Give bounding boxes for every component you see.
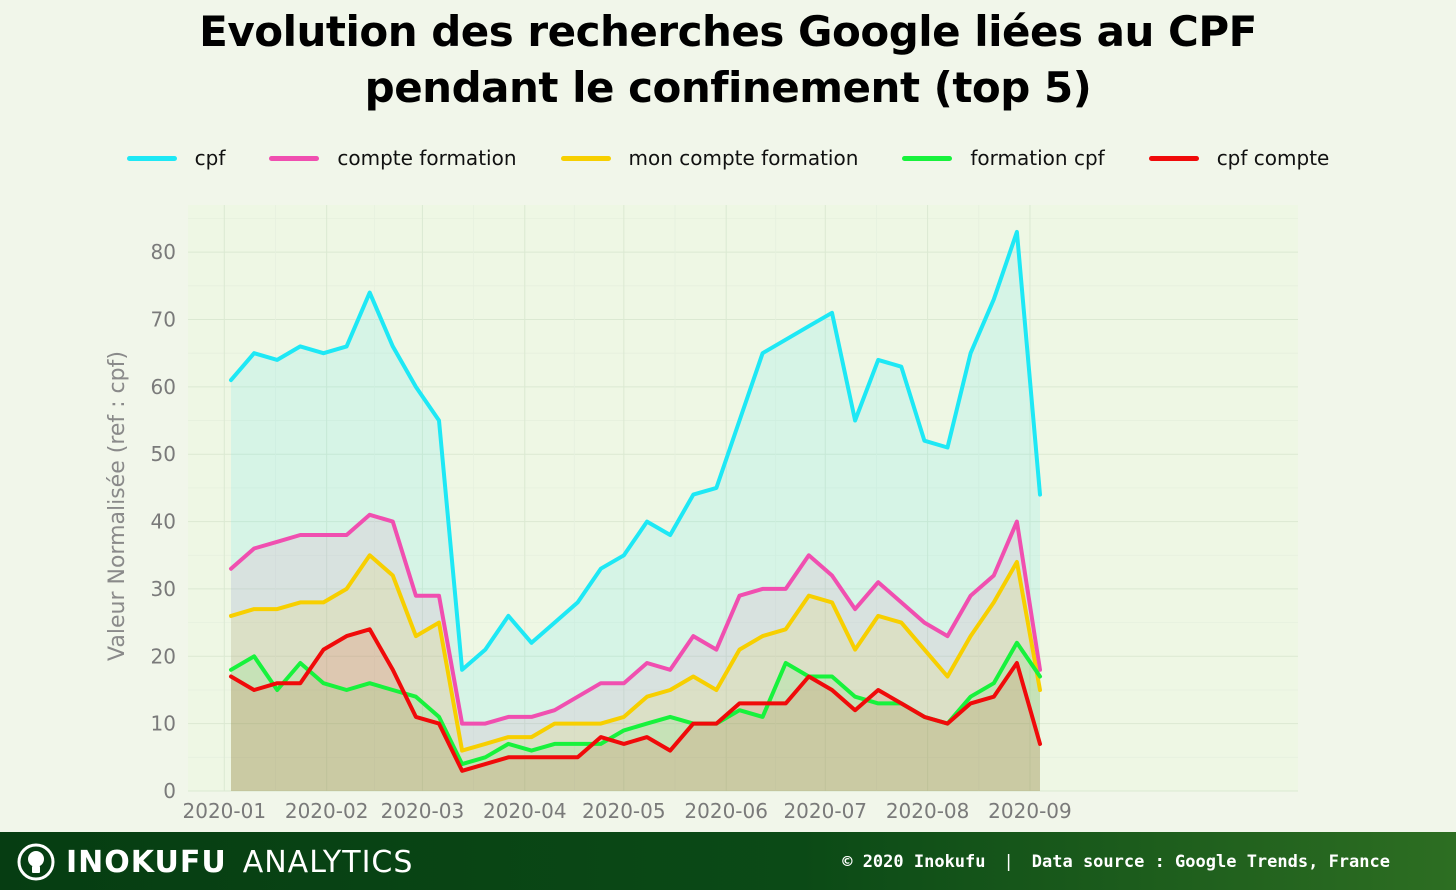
legend-swatch bbox=[560, 155, 611, 161]
data-source-text: Data source : Google Trends, France bbox=[1031, 852, 1390, 872]
line-compte_formation bbox=[229, 512, 1042, 726]
area-cpf bbox=[231, 231, 1040, 791]
brand-subtitle: ANALYTICS bbox=[242, 844, 414, 880]
x-tick-label: 2020-01 bbox=[183, 799, 267, 823]
lightbulb-icon bbox=[17, 843, 55, 881]
y-axis-label: Valeur Normalisée (ref : cpf) bbox=[105, 351, 130, 661]
x-tick-label: 2020-03 bbox=[381, 799, 465, 823]
legend-label: cpf compte bbox=[1216, 146, 1330, 170]
legend-item-mon_compte_formation: mon compte formation bbox=[560, 146, 859, 170]
y-tick-label: 30 bbox=[151, 577, 176, 601]
x-tick-label: 2020-09 bbox=[988, 799, 1072, 823]
series-lines bbox=[229, 229, 1042, 773]
area-formation_cpf bbox=[231, 642, 1040, 791]
chart-title-line-1: Evolution des recherches Google liées au… bbox=[199, 7, 1257, 56]
line-cpf_compte bbox=[229, 627, 1042, 773]
x-tick-label: 2020-04 bbox=[483, 799, 567, 823]
legend-swatch bbox=[902, 155, 953, 161]
legend-swatch bbox=[126, 155, 177, 161]
legend-item-formation_cpf: formation cpf bbox=[902, 146, 1105, 170]
legend-label: compte formation bbox=[337, 146, 517, 170]
y-tick-label: 60 bbox=[151, 375, 176, 399]
y-tick-label: 10 bbox=[151, 712, 176, 736]
chart-title: Evolution des recherches Google liées au… bbox=[0, 4, 1456, 116]
x-tick-label: 2020-05 bbox=[582, 799, 666, 823]
y-tick-label: 50 bbox=[151, 442, 176, 466]
area-cpf_compte bbox=[231, 629, 1040, 791]
y-tick-label: 0 bbox=[163, 779, 176, 803]
legend-swatch bbox=[1148, 155, 1199, 161]
line-cpf bbox=[229, 229, 1042, 672]
x-tick-label: 2020-02 bbox=[285, 799, 369, 823]
chart-legend: cpf compte formation mon compte formation f… bbox=[0, 146, 1456, 170]
legend-label: cpf bbox=[194, 146, 226, 170]
brand-logo: INOKUFU ANALYTICS bbox=[16, 842, 413, 882]
credits-separator: | bbox=[1003, 852, 1014, 872]
y-tick-label: 20 bbox=[151, 644, 176, 668]
x-axis: 2020-01 2020-02 2020-03 2020-04 2020-05 2020-… bbox=[183, 205, 1072, 823]
chart-title-line-2: pendant le confinement (top 5) bbox=[364, 63, 1092, 112]
legend-swatch bbox=[269, 155, 320, 161]
line-mon_compte_formation bbox=[229, 553, 1042, 753]
x-tick-label: 2020-06 bbox=[684, 799, 768, 823]
y-axis: 0 10 20 30 40 50 60 70 80 bbox=[151, 218, 1298, 803]
brand-name: INOKUFU bbox=[66, 844, 227, 880]
x-tick-label: 2020-07 bbox=[783, 799, 867, 823]
legend-label: mon compte formation bbox=[628, 146, 859, 170]
y-tick-label: 40 bbox=[151, 510, 176, 534]
legend-item-cpf: cpf bbox=[126, 146, 226, 170]
y-tick-label: 80 bbox=[151, 240, 176, 264]
footer-credits: © 2020 Inokufu | Data source : Google Tren… bbox=[842, 852, 1390, 872]
footer-bar: INOKUFU ANALYTICS © 2020 Inokufu | Data so… bbox=[0, 832, 1456, 890]
legend-label: formation cpf bbox=[970, 146, 1105, 170]
legend-item-compte_formation: compte formation bbox=[269, 146, 517, 170]
legend-item-cpf_compte: cpf compte bbox=[1148, 146, 1330, 170]
x-tick-label: 2020-08 bbox=[886, 799, 970, 823]
y-tick-label: 70 bbox=[151, 308, 176, 332]
copyright-text: © 2020 Inokufu bbox=[842, 852, 986, 872]
